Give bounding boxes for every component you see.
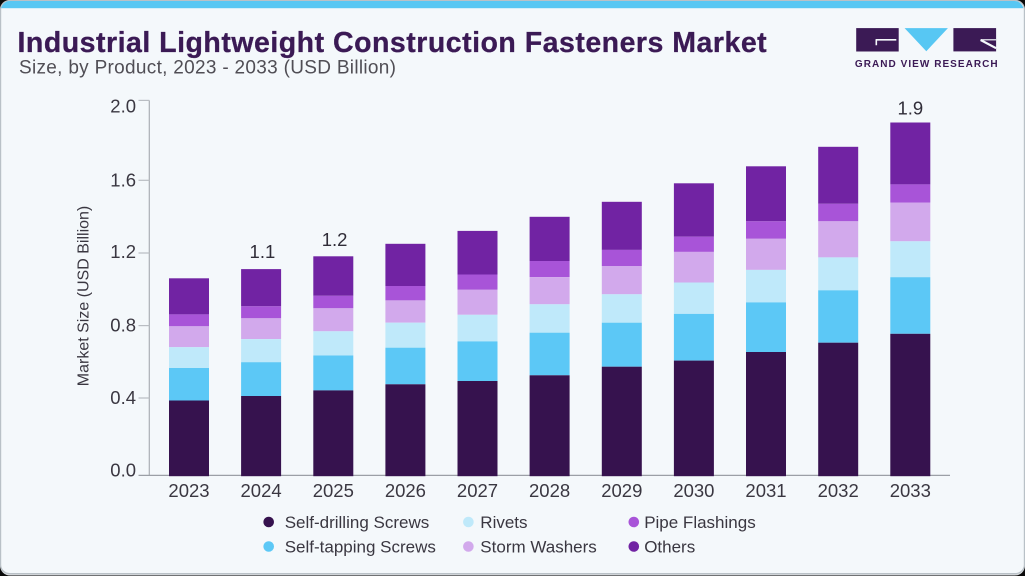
- svg-text:2029: 2029: [601, 480, 642, 501]
- svg-text:0.8: 0.8: [110, 314, 136, 335]
- svg-text:2024: 2024: [241, 480, 282, 501]
- svg-text:1.2: 1.2: [110, 241, 136, 262]
- svg-text:0.4: 0.4: [110, 387, 136, 408]
- svg-text:Size, by Product, 2023 - 2033: Size, by Product, 2023 - 2033 (USD Billi…: [19, 58, 396, 79]
- svg-text:Others: Others: [644, 538, 695, 557]
- svg-text:2031: 2031: [745, 480, 786, 501]
- svg-text:GRAND VIEW RESEARCH: GRAND VIEW RESEARCH: [855, 59, 999, 70]
- svg-text:Market Size (USD Billion): Market Size (USD Billion): [76, 206, 93, 386]
- svg-text:2033: 2033: [890, 480, 931, 501]
- svg-text:2030: 2030: [673, 480, 714, 501]
- svg-text:Storm Washers: Storm Washers: [480, 538, 597, 557]
- svg-text:2023: 2023: [168, 480, 209, 501]
- svg-text:2032: 2032: [818, 480, 859, 501]
- svg-text:1.2: 1.2: [322, 229, 348, 250]
- svg-text:0.0: 0.0: [110, 460, 136, 481]
- svg-text:Industrial Lightweight Constru: Industrial Lightweight Construction Fast…: [18, 27, 768, 59]
- svg-text:Rivets: Rivets: [480, 513, 527, 532]
- svg-text:1.9: 1.9: [897, 97, 923, 118]
- svg-text:2.0: 2.0: [110, 96, 136, 117]
- svg-text:1.1: 1.1: [250, 241, 276, 262]
- svg-text:Self-tapping Screws: Self-tapping Screws: [285, 538, 436, 557]
- svg-text:2026: 2026: [385, 480, 426, 501]
- svg-text:2027: 2027: [457, 480, 498, 501]
- svg-text:2028: 2028: [529, 480, 570, 501]
- svg-text:Pipe Flashings: Pipe Flashings: [644, 513, 756, 532]
- svg-text:1.6: 1.6: [110, 170, 136, 191]
- svg-text:Self-drilling Screws: Self-drilling Screws: [285, 513, 430, 532]
- svg-text:2025: 2025: [313, 480, 354, 501]
